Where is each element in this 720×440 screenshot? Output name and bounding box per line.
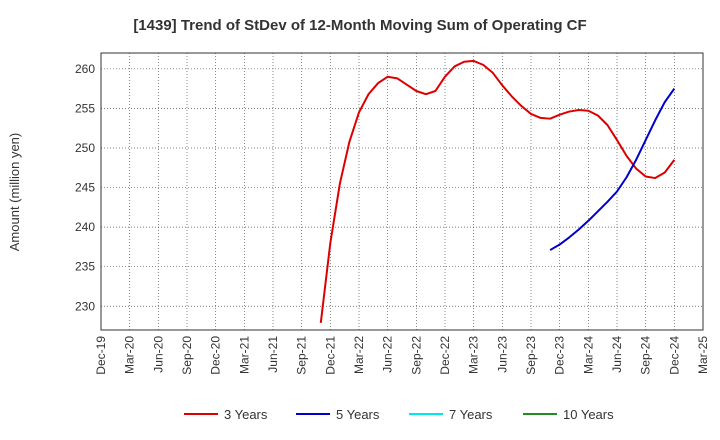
x-tick-label: Jun-20 bbox=[151, 336, 165, 373]
legend-label-3-years: 3 Years bbox=[224, 407, 268, 422]
x-tick-label: Sep-20 bbox=[180, 336, 194, 375]
legend-label-10-years: 10 Years bbox=[563, 407, 614, 422]
series-line-3-years bbox=[319, 59, 676, 323]
x-tick-label: Dec-24 bbox=[667, 336, 681, 375]
y-axis-label: Amount (million yen) bbox=[7, 133, 22, 252]
x-tick-label: Mar-24 bbox=[581, 336, 595, 374]
y-tick-label: 255 bbox=[75, 101, 95, 115]
x-tick-label: Jun-23 bbox=[495, 336, 509, 373]
x-tick-label: Mar-25 bbox=[696, 336, 710, 374]
x-tick-label: Sep-21 bbox=[295, 336, 309, 375]
x-tick-label: Dec-20 bbox=[209, 336, 223, 375]
y-ticks: 230 235 240 245 250 255 260 bbox=[75, 62, 95, 313]
x-tick-label: Dec-23 bbox=[553, 336, 567, 375]
x-tick-label: Sep-23 bbox=[524, 336, 538, 375]
y-tick-label: 240 bbox=[75, 220, 95, 234]
x-tick-label: Dec-22 bbox=[438, 336, 452, 375]
series-lines bbox=[319, 59, 676, 323]
y-tick-label: 245 bbox=[75, 181, 95, 195]
x-tick-label: Mar-23 bbox=[467, 336, 481, 374]
x-tick-label: Mar-21 bbox=[237, 336, 251, 374]
plot-frame bbox=[100, 52, 704, 331]
series-line-5-years bbox=[549, 88, 676, 251]
y-tick-label: 230 bbox=[75, 299, 95, 313]
x-tick-label: Jun-22 bbox=[381, 336, 395, 373]
x-tick-label: Jun-21 bbox=[266, 336, 280, 373]
x-ticks: Dec-19 Mar-20 Jun-20 Sep-20 Dec-20 Mar-21 Jun-… bbox=[94, 336, 710, 375]
y-tick-label: 250 bbox=[75, 141, 95, 155]
chart-title: [1439] Trend of StDev of 12-Month Moving… bbox=[133, 17, 586, 34]
x-tick-label: Dec-19 bbox=[94, 336, 108, 375]
legend: 3 Years 5 Years 7 Years 10 Years bbox=[184, 407, 614, 422]
x-tick-label: Sep-22 bbox=[409, 336, 423, 375]
legend-label-7-years: 7 Years bbox=[449, 407, 493, 422]
y-tick-label: 260 bbox=[75, 62, 95, 76]
x-tick-label: Dec-21 bbox=[323, 336, 337, 375]
legend-label-5-years: 5 Years bbox=[336, 407, 380, 422]
x-tick-label: Mar-22 bbox=[352, 336, 366, 374]
x-tick-label: Jun-24 bbox=[610, 336, 624, 373]
y-tick-label: 235 bbox=[75, 260, 95, 274]
grid bbox=[101, 53, 703, 330]
x-tick-label: Mar-20 bbox=[123, 336, 137, 374]
x-tick-label: Sep-24 bbox=[639, 336, 653, 375]
